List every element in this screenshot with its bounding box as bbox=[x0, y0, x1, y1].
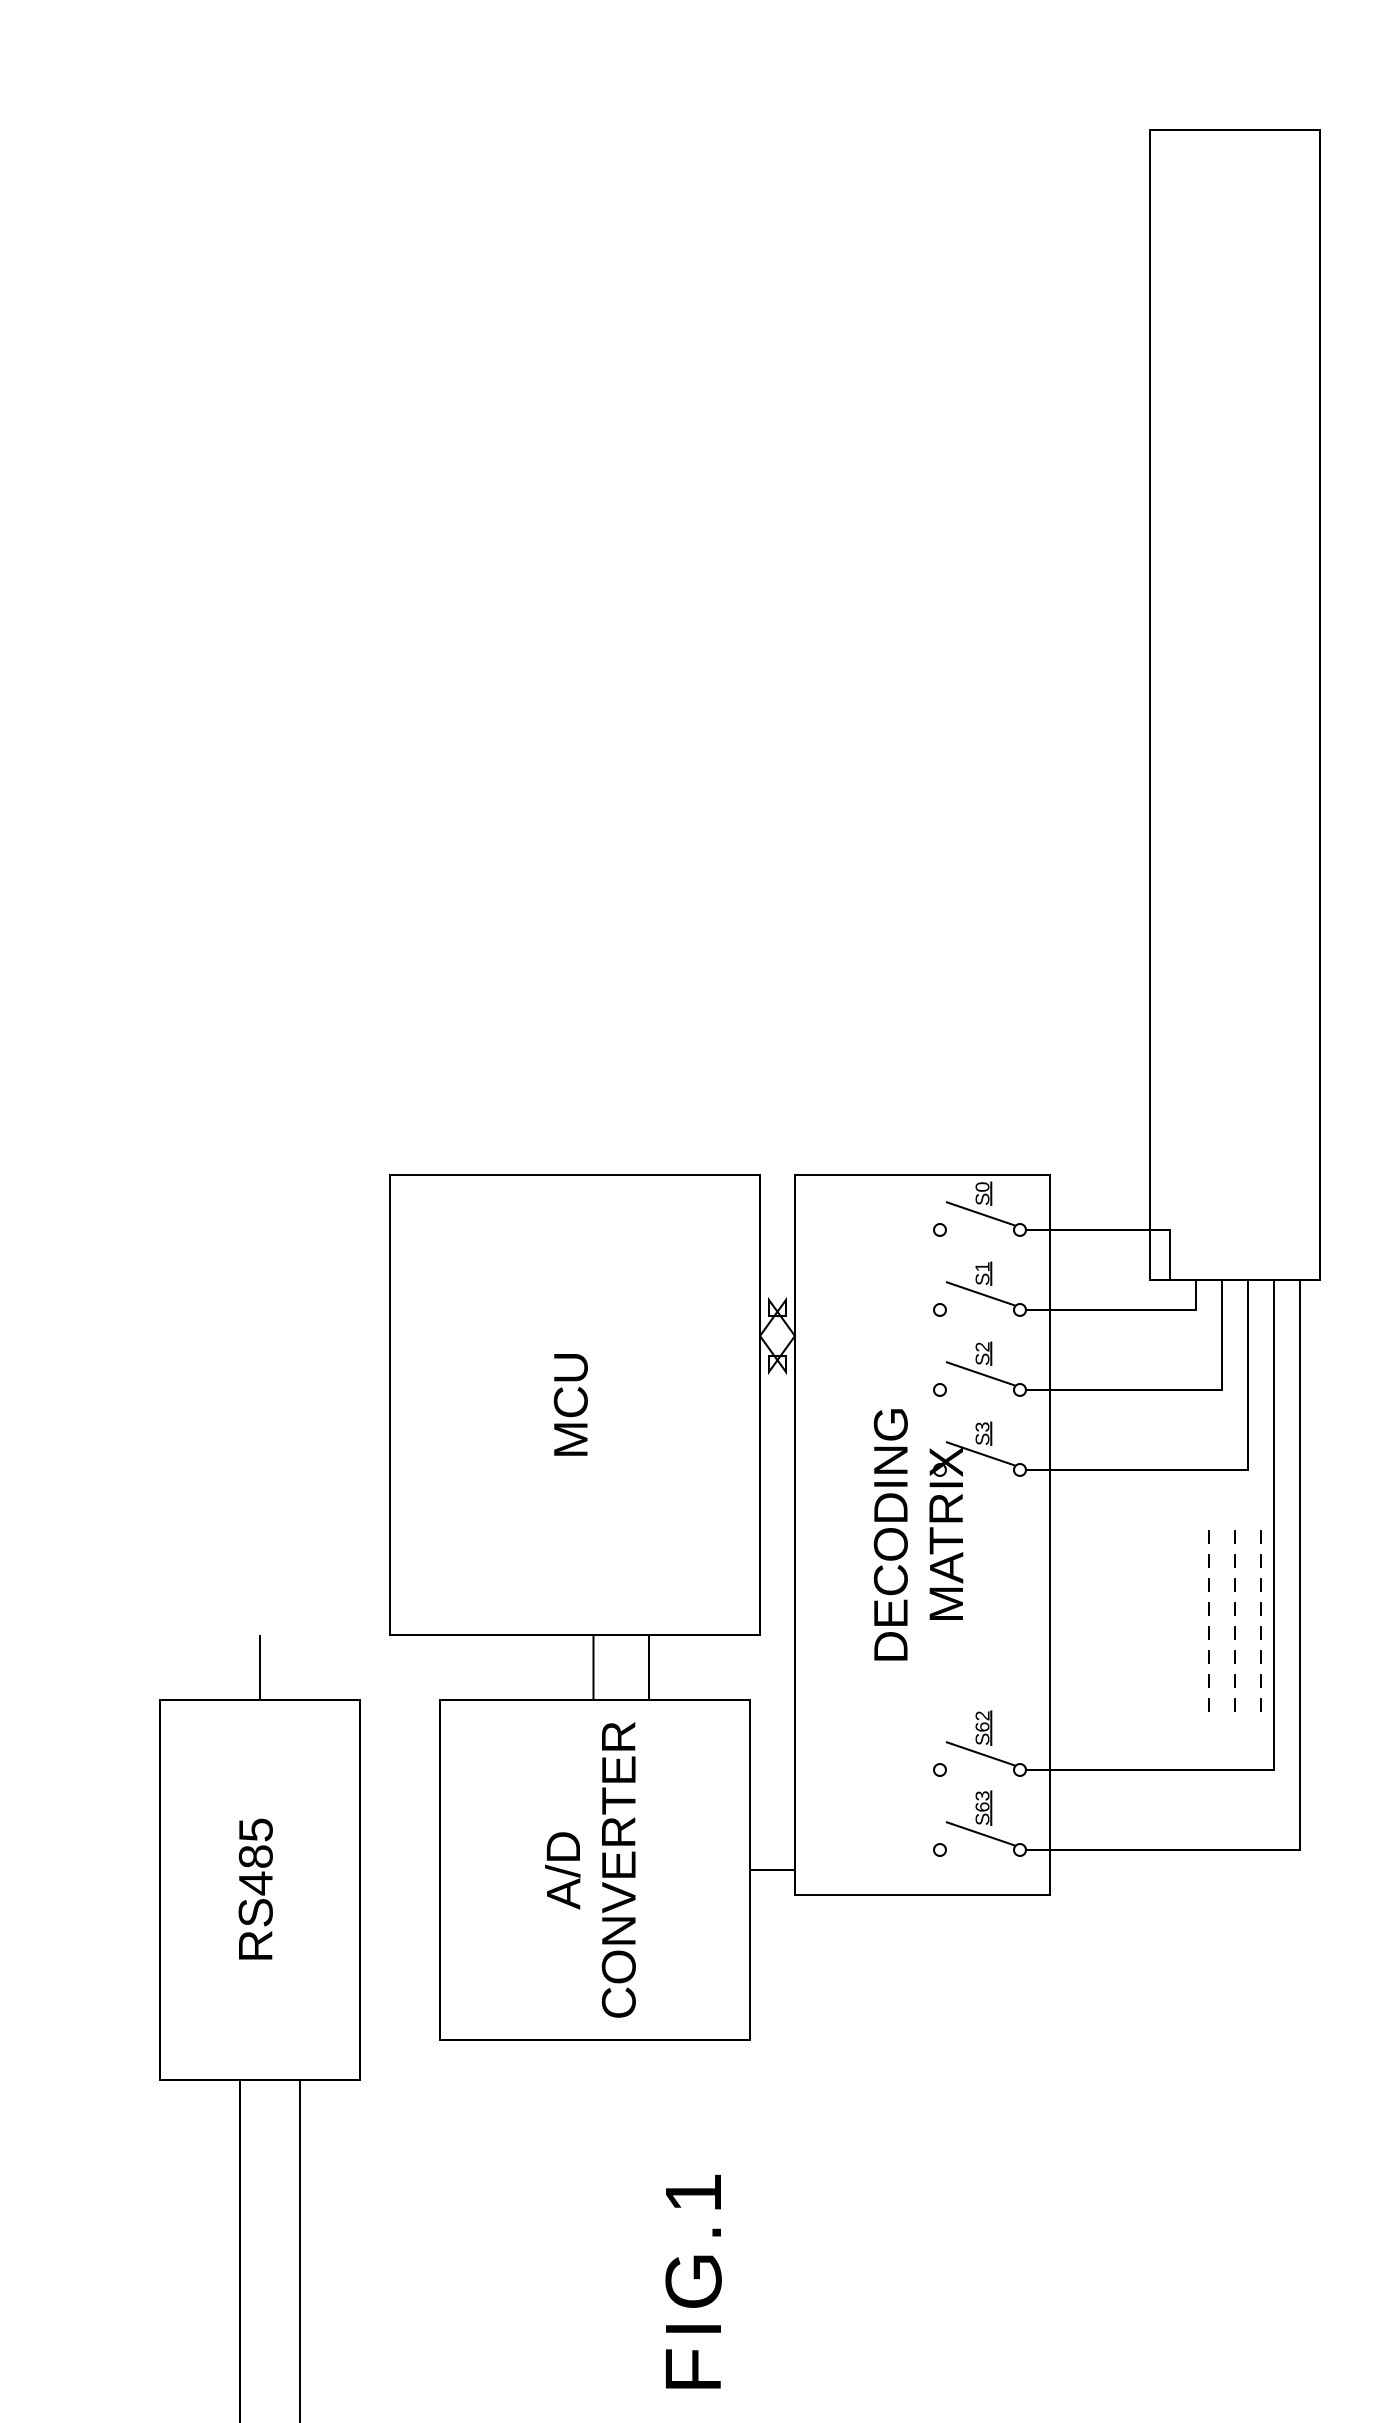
switch-S0-terminal-left bbox=[934, 1224, 946, 1236]
switch-S63-terminal-left bbox=[934, 1844, 946, 1856]
switch-S1-terminal-left bbox=[934, 1304, 946, 1316]
rs485-label: RS485 bbox=[231, 1817, 284, 1964]
switch-S2-label: S2 bbox=[972, 1342, 994, 1366]
adc-label: CONVERTER bbox=[593, 1720, 646, 2021]
switch-S63-wire bbox=[1026, 1280, 1300, 1850]
switch-S3-label: S3 bbox=[972, 1422, 994, 1446]
switch-S63-label: S63 bbox=[972, 1790, 994, 1826]
switch-S3-wire bbox=[1026, 1280, 1248, 1470]
switch-S2-terminal-left bbox=[934, 1384, 946, 1396]
figure-caption: FIG.1 bbox=[649, 2165, 738, 2395]
switch-S0-label: S0 bbox=[972, 1182, 994, 1206]
mcu-label: MCU bbox=[546, 1350, 599, 1459]
switch-S62-wire bbox=[1026, 1280, 1274, 1770]
switch-S0-wire bbox=[1026, 1230, 1170, 1280]
switch-S2-wire bbox=[1026, 1280, 1222, 1390]
switch-S62-label: S62 bbox=[972, 1710, 994, 1746]
adc-label: A/D bbox=[538, 1830, 591, 1910]
switch-S1-label: S1 bbox=[972, 1262, 994, 1286]
mcu-decoder-bus-arrow bbox=[760, 1300, 795, 1372]
sink-block bbox=[1150, 130, 1320, 1280]
decoder-label: MATRIX bbox=[921, 1446, 974, 1624]
switch-S62-terminal-left bbox=[934, 1764, 946, 1776]
switch-S1-wire bbox=[1026, 1280, 1196, 1310]
decoder-label: DECODING bbox=[866, 1406, 919, 1665]
